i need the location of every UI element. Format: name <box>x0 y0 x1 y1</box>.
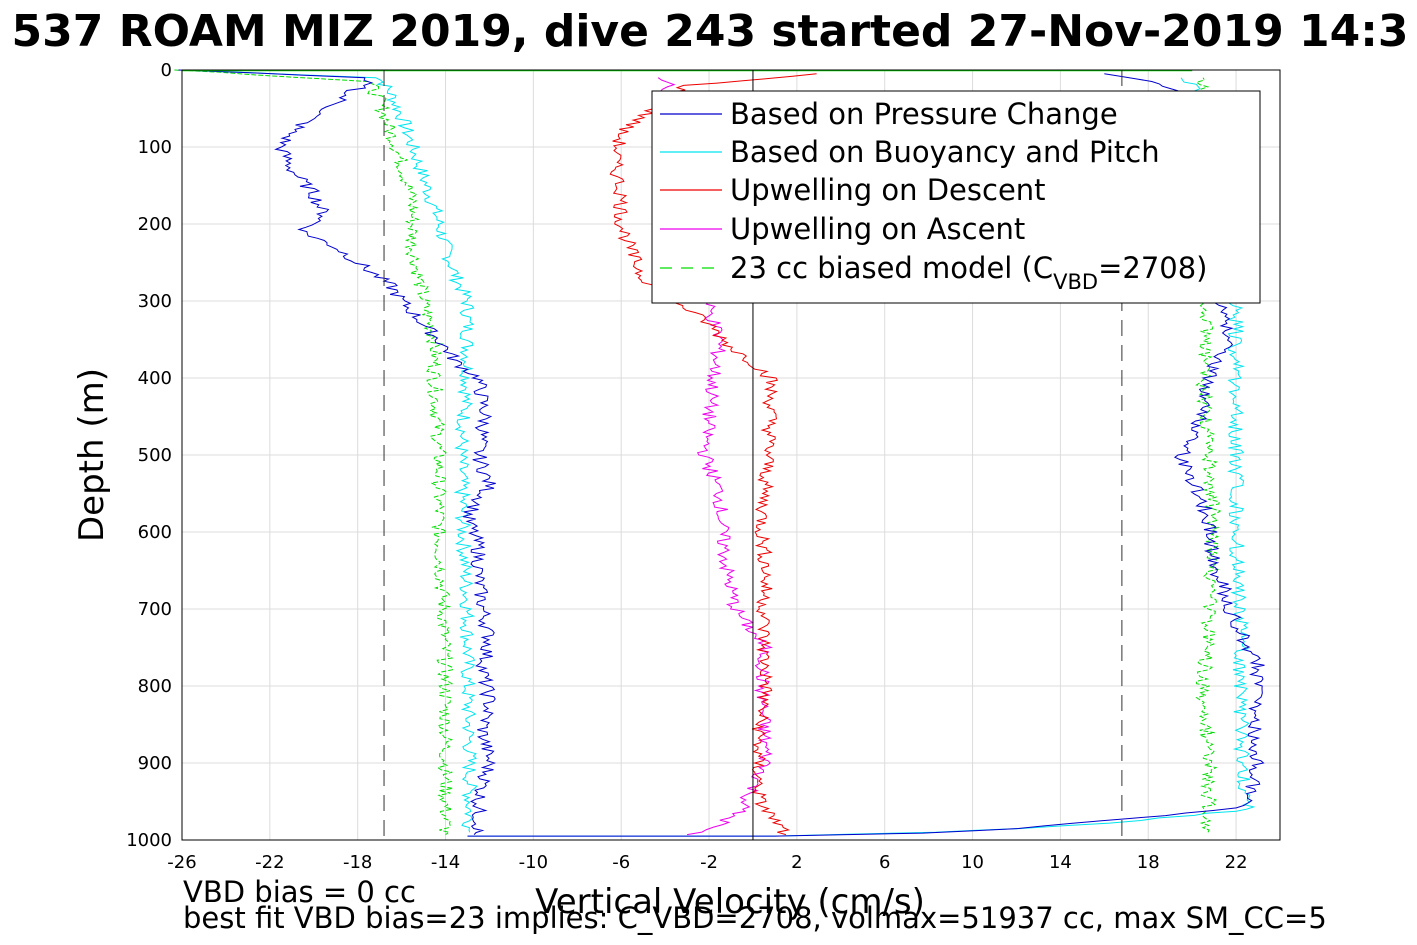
y-axis-label: Depth (m) <box>72 368 112 542</box>
series-line-upwelling-descent <box>609 73 817 836</box>
x-tick-label: 6 <box>879 852 890 873</box>
y-tick-label: 200 <box>138 214 172 235</box>
x-tick-label: -14 <box>431 852 460 873</box>
x-tick-label: -6 <box>612 852 630 873</box>
series-line-buoyancy-descent <box>181 69 479 833</box>
legend-label-ascent: Upwelling on Ascent <box>730 212 1025 246</box>
y-tick-label: 1000 <box>126 830 172 851</box>
y-tick-label: 500 <box>138 445 172 466</box>
y-tick-label: 300 <box>138 291 172 312</box>
legend-label-buoyancy: Based on Buoyancy and Pitch <box>730 135 1160 169</box>
y-tick-label: 700 <box>138 599 172 620</box>
tick-labels: -26 -22 -18 -14 -10 -6 -2 2 6 10 14 18 2201002003004… <box>126 60 1247 873</box>
y-tick-label: 800 <box>138 676 172 697</box>
legend-label-pressure: Based on Pressure Change <box>730 97 1118 131</box>
y-tick-label: 600 <box>138 522 172 543</box>
x-tick-label: -10 <box>519 852 548 873</box>
x-tick-label: -22 <box>255 852 284 873</box>
legend-box <box>651 90 1261 304</box>
y-tick-label: 400 <box>138 368 172 389</box>
x-tick-label: -26 <box>167 852 196 873</box>
legend-label-descent: Upwelling on Descent <box>730 173 1046 207</box>
legend: Based on Pressure Change Based on Buoyan… <box>651 90 1261 304</box>
legend-label-model-main: 23 cc biased model (C <box>730 251 1053 285</box>
y-tick-label: 0 <box>161 60 172 81</box>
series-line-biased-descent <box>174 69 454 836</box>
x-tick-label: 2 <box>791 852 802 873</box>
legend-label-model-sub: VBD <box>1053 270 1098 294</box>
x-tick-label: -2 <box>700 852 718 873</box>
x-tick-label: 14 <box>1049 852 1072 873</box>
footer-bias-text: VBD bias = 0 cc <box>183 875 416 909</box>
legend-label-model-suffix: =2708) <box>1098 251 1207 285</box>
plot-frame <box>181 69 1281 841</box>
footer-bestfit-text: best fit VBD bias=23 implies: C_VBD=2708… <box>183 901 1327 935</box>
chart-title: 537 ROAM MIZ 2019, dive 243 started 27-N… <box>12 6 1409 57</box>
y-tick-label: 100 <box>138 137 172 158</box>
x-tick-label: 22 <box>1225 852 1248 873</box>
y-tick-label: 900 <box>138 753 172 774</box>
series-line-pressure-descent <box>178 69 496 835</box>
series-line-biased-ascent <box>1195 77 1222 833</box>
x-axis-label: Vertical Velocity (cm/s) <box>535 882 925 922</box>
x-tick-label: 18 <box>1137 852 1160 873</box>
legend-label-model: 23 cc biased model (CVBD=2708) <box>730 251 1208 294</box>
x-tick-label: -18 <box>343 852 372 873</box>
x-tick-label: 10 <box>961 852 984 873</box>
